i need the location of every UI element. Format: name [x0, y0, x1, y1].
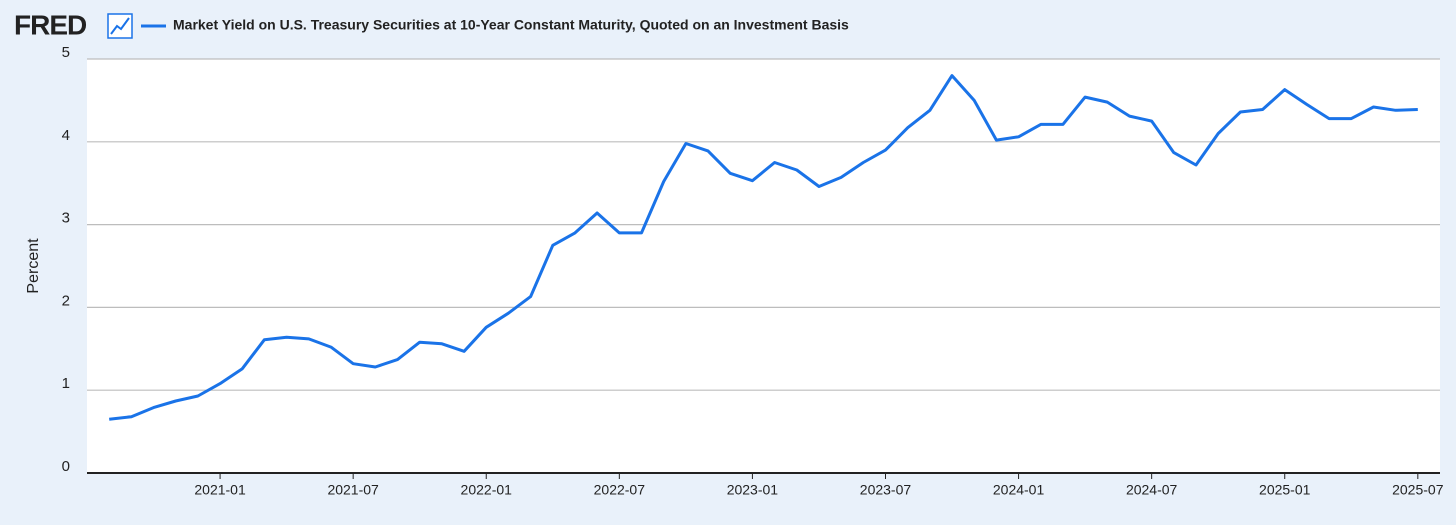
y-tick-label: 2	[62, 292, 70, 309]
x-tick-label: 2025-07	[1392, 482, 1444, 498]
y-tick-label: 1	[62, 375, 70, 392]
y-tick-label: 5	[62, 44, 70, 61]
y-tick-label: 4	[62, 127, 70, 144]
x-tick-label: 2024-07	[1126, 482, 1178, 498]
x-tick-label: 2025-01	[1259, 482, 1311, 498]
x-tick-label: 2023-01	[727, 482, 779, 498]
x-tick-label: 2023-07	[860, 482, 912, 498]
y-tick-label: 3	[62, 210, 70, 227]
logo-icon	[107, 13, 133, 39]
brand-logo: FRED	[14, 9, 87, 40]
plot-area	[87, 59, 1440, 473]
y-axis-label: Percent	[25, 238, 42, 294]
legend-label: Market Yield on U.S. Treasury Securities…	[173, 17, 849, 33]
x-tick-label: 2021-07	[327, 482, 379, 498]
x-tick-label: 2024-01	[993, 482, 1045, 498]
data-line	[109, 74, 1418, 421]
x-tick-label: 2022-01	[461, 482, 513, 498]
y-tick-label: 0	[62, 458, 70, 475]
x-tick-label: 2021-01	[194, 482, 246, 498]
x-tick-label: 2022-07	[594, 482, 646, 498]
